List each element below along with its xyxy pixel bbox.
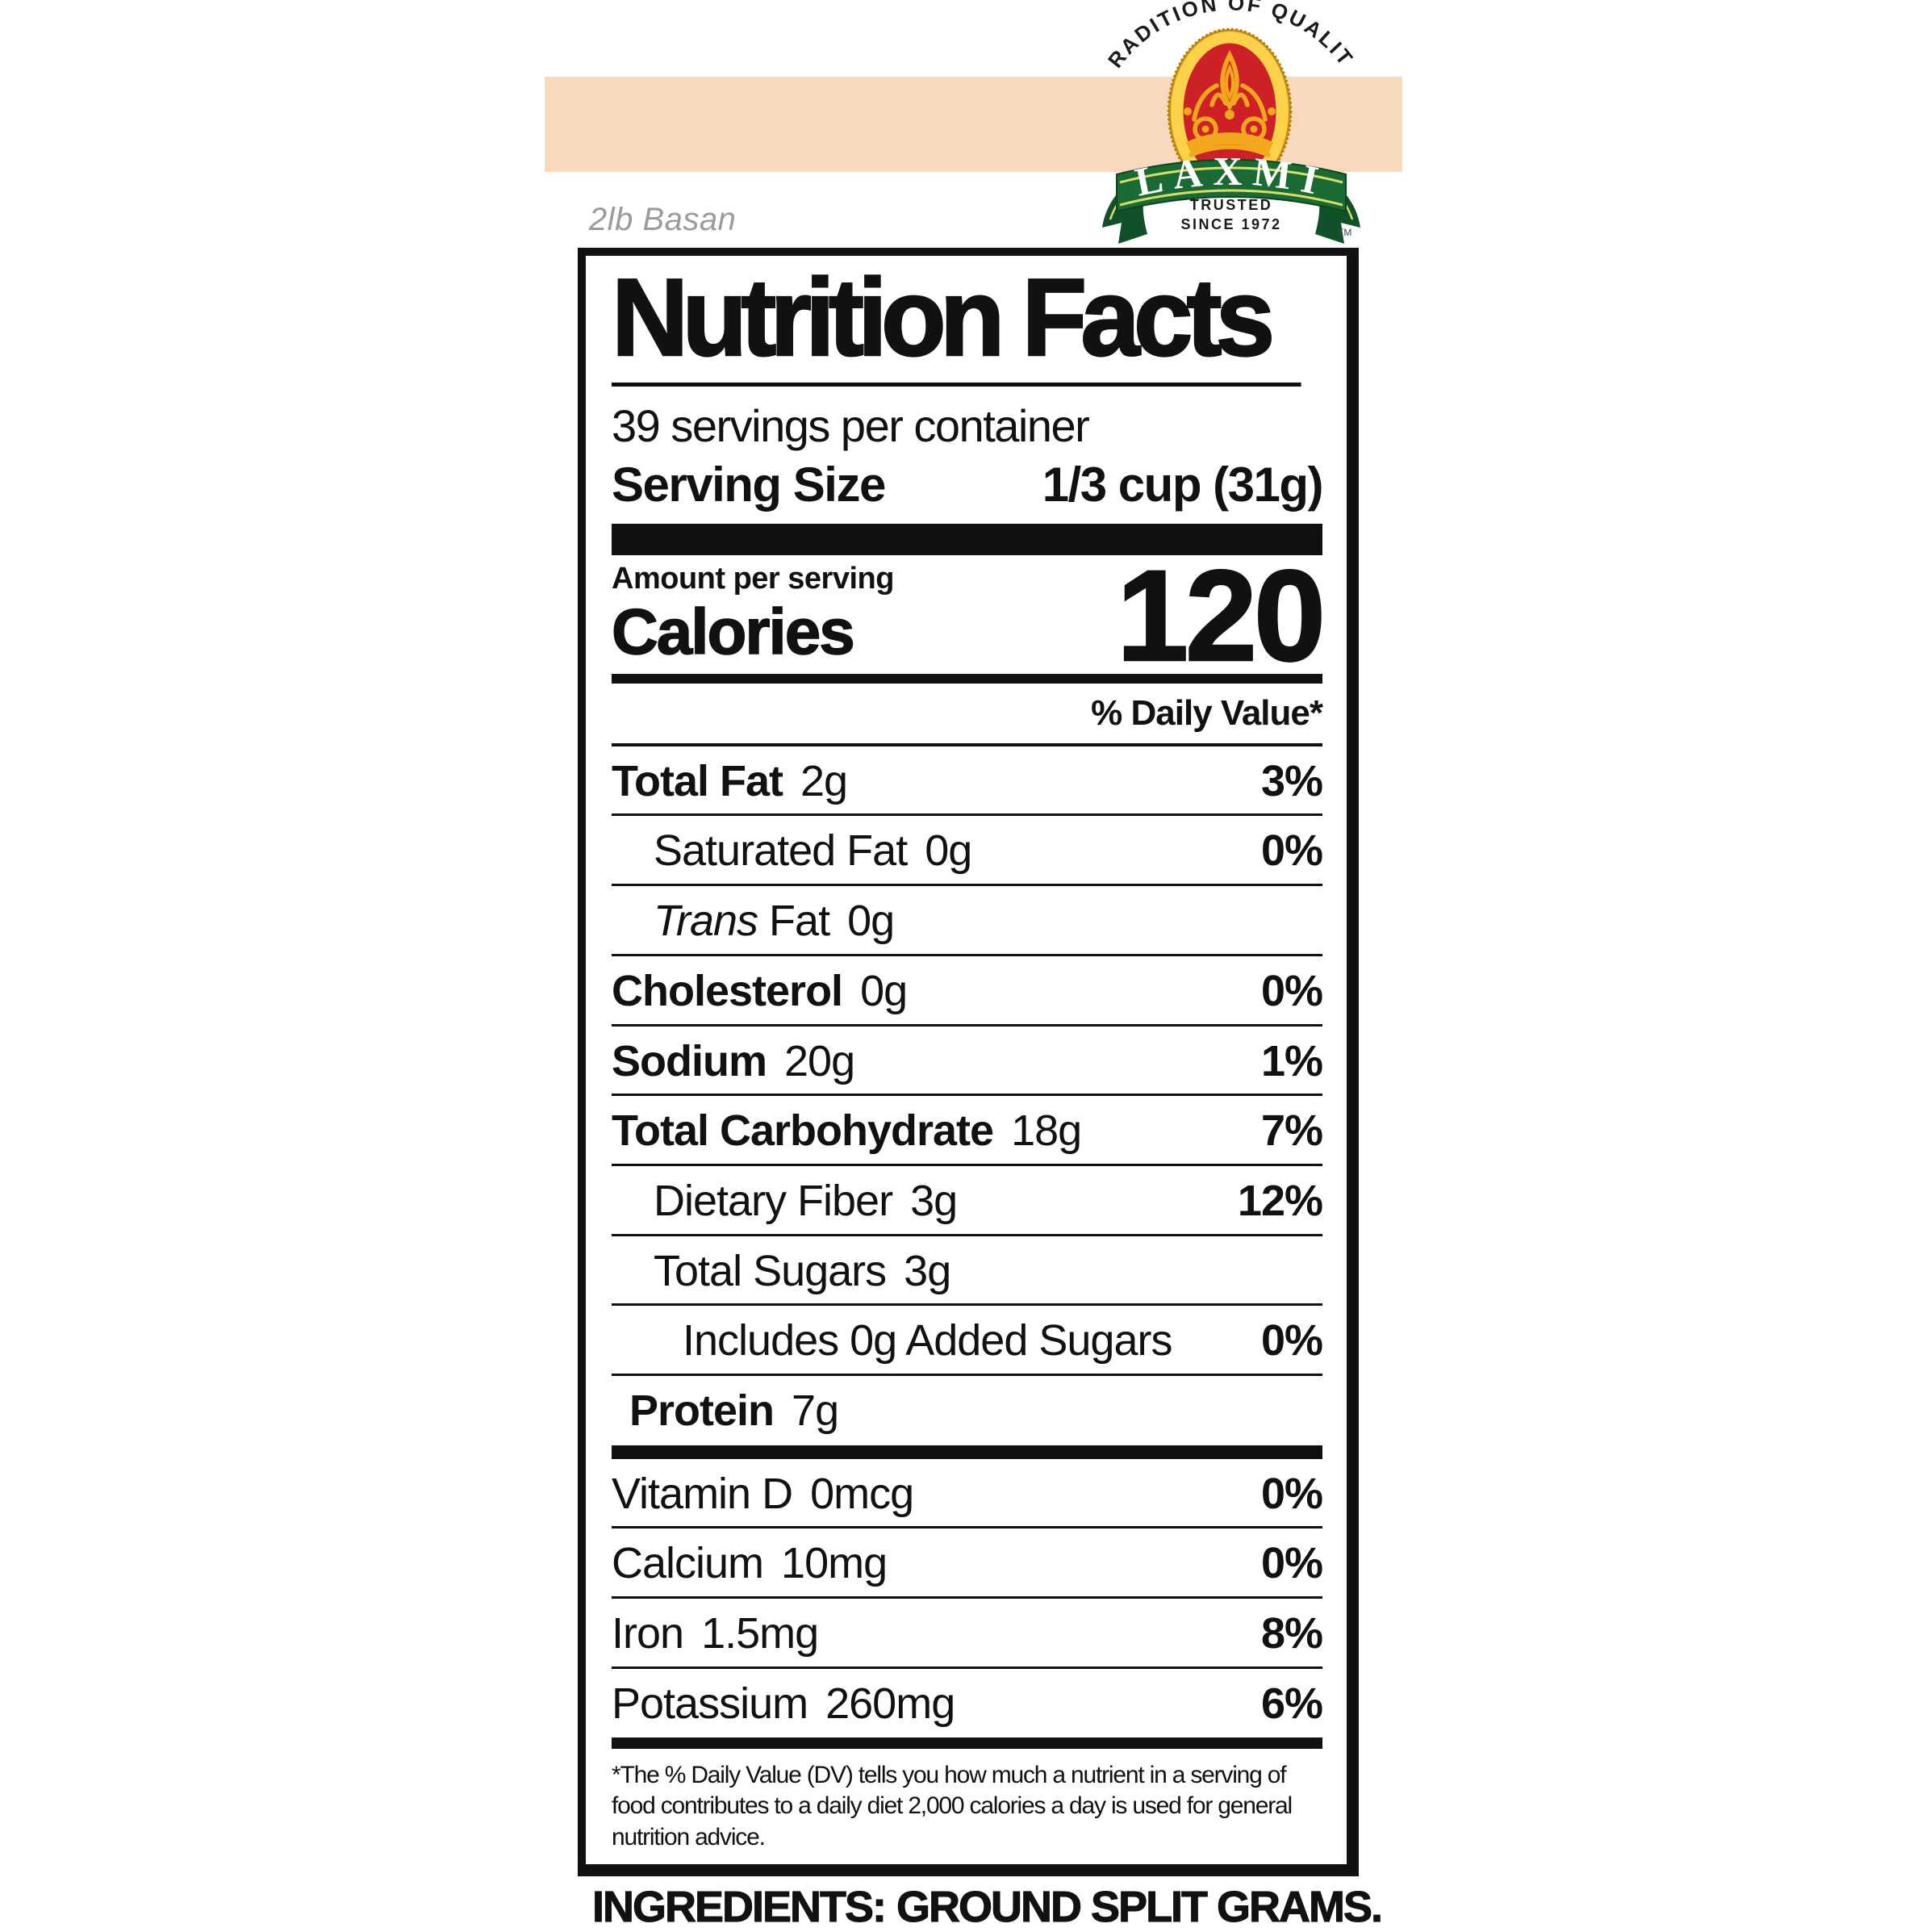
nutrient-row-protein: Protein 7g [612,1376,1322,1444]
nutrient-name: Total Sugars 3g [654,1246,951,1295]
nutrient-amount: 20g [784,1036,855,1085]
nutrient-rows: Total Fat 2g 3% Saturated Fat 0g 0% Trans Fat 0… [612,746,1323,1444]
since-text: SINCE 1972 [1180,216,1281,232]
trusted-text: TRUSTED [1190,197,1273,213]
nutrient-daily-value: 0% [1260,1539,1323,1588]
nutrient-amount: 7g [792,1386,839,1436]
nutrient-daily-value: 3% [1260,756,1323,805]
ingredients-line: INGREDIENTS: GROUND SPLIT GRAMS. [591,1882,1384,1932]
nutrient-row-sodium: Sodium 20g 1% [612,1027,1323,1097]
nutrient-amount: 0g [860,966,908,1015]
nutrient-row-iron: Iron 1.5mg 8% [612,1599,1323,1669]
separator-bar-thick [612,524,1322,555]
nutrient-name: Includes 0g Added Sugars [683,1316,1172,1365]
nutrient-amount: 2g [800,756,848,805]
nutrient-amount: 0mcg [810,1469,914,1518]
logo-emblem-icon [1167,27,1293,195]
nutrient-name: Potassium 260mg [612,1679,955,1728]
separator-bar-protein [612,1445,1322,1459]
calories-value: 120 [1116,542,1326,688]
nutrient-amount: 3g [910,1176,958,1225]
calories-label: Calories [611,595,855,668]
nutrient-name: Vitamin D 0mcg [612,1469,914,1518]
nutrient-row-vitamin-d: Vitamin D 0mcg 0% [612,1459,1323,1529]
laxmi-logo: TRADITION OF QUALITY [1096,0,1360,244]
nutrient-name: Total Fat 2g [612,756,848,805]
nutrient-daily-value: 7% [1260,1106,1323,1156]
nutrient-name: Dietary Fiber 3g [654,1176,958,1225]
vitamin-rows: Vitamin D 0mcg 0% Calcium 10mg 0% Iron 1.5mg 8% P… [612,1459,1323,1737]
nutrient-row-total-carbohydrate: Total Carbohydrate 18g 7% [612,1096,1323,1166]
nutrient-daily-value: 0% [1260,1469,1323,1518]
nutrient-row-includes-0g-added-sugars: Includes 0g Added Sugars 0% [612,1306,1323,1377]
nutrient-name: Calcium 10mg [612,1539,888,1588]
nutrient-amount: 260mg [825,1679,955,1728]
calories-block: Amount per serving Calories 120 [611,542,1326,688]
nutrient-row-potassium: Potassium 260mg 6% [612,1669,1323,1737]
separator-bar-medium [612,673,1322,684]
nutrient-amount: 1.5mg [701,1609,819,1658]
nutrient-daily-value: 8% [1260,1609,1323,1658]
nutrition-facts-label: Nutrition Facts 39 servings per containe… [578,248,1359,1876]
nutrient-amount: 18g [1011,1106,1082,1156]
nutrient-name: Cholesterol 0g [612,966,908,1015]
nutrient-row-total-fat: Total Fat 2g 3% [612,746,1323,817]
ribbon-band [1116,159,1347,213]
nutrient-row-saturated-fat: Saturated Fat 0g 0% [612,816,1323,887]
servings-per-container: 39 servings per container [612,400,1090,452]
nutrient-daily-value: 12% [1237,1176,1323,1225]
nutrient-name: Saturated Fat 0g [654,826,972,876]
daily-value-footnote: *The % Daily Value (DV) tells you how mu… [612,1761,1293,1850]
nutrient-name: Sodium 20g [612,1036,855,1085]
nutrient-name: Iron 1.5mg [612,1609,819,1658]
nutrient-amount: 0g [847,897,895,946]
nutrient-name: Protein 7g [629,1386,839,1436]
serving-size-value: 1/3 cup (31g) [1042,458,1324,512]
nutrition-facts-title: Nutrition Facts [611,259,1301,387]
serving-size-label: Serving Size [612,458,886,512]
product-note: 2lb Basan [589,202,737,237]
nutrient-row-calcium: Calcium 10mg 0% [612,1528,1323,1599]
ingredients-value: GROUND SPLIT GRAMS. [896,1883,1384,1932]
serving-size-row: Serving Size 1/3 cup (31g) [612,457,1324,512]
ingredients-label: INGREDIENTS: [591,1883,887,1932]
trademark-text: TM [1338,227,1351,238]
nutrient-daily-value: 0% [1260,1316,1323,1365]
nutrient-row-trans-fat: Trans Fat 0g [612,886,1322,956]
nutrient-amount: 0g [925,826,972,876]
nutrient-name: Total Carbohydrate 18g [612,1106,1082,1156]
nutrient-amount: 10mg [781,1539,888,1588]
nutrient-daily-value: 6% [1260,1679,1323,1728]
nutrient-daily-value: 1% [1260,1036,1323,1085]
nutrient-amount: 3g [904,1246,951,1295]
daily-value-header: % Daily Value* [612,684,1323,746]
nutrient-name: Trans Fat 0g [654,897,895,946]
nutrient-row-dietary-fiber: Dietary Fiber 3g 12% [612,1166,1323,1236]
separator-bar-final [612,1738,1322,1749]
nutrient-row-cholesterol: Cholesterol 0g 0% [612,956,1323,1027]
nutrient-daily-value: 0% [1260,826,1323,876]
nutrient-daily-value: 0% [1260,966,1323,1015]
amount-per-serving-label: Amount per serving [612,561,894,596]
nutrient-row-total-sugars: Total Sugars 3g [612,1236,1322,1307]
